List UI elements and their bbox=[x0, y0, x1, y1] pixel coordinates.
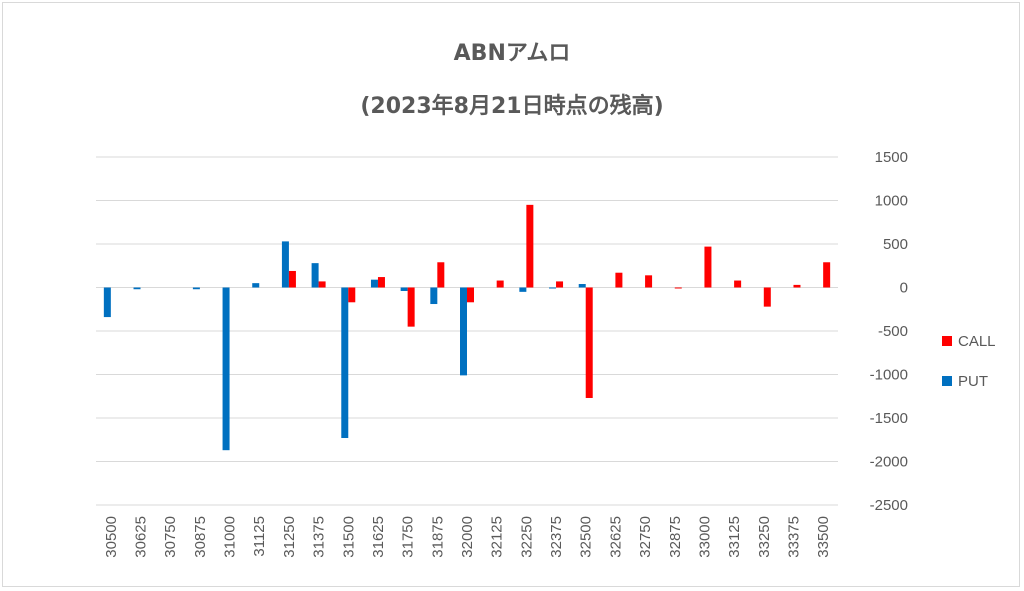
x-tick-label: 33500 bbox=[815, 516, 832, 558]
y-tick-label: -500 bbox=[878, 323, 908, 340]
bar-put-31250 bbox=[281, 241, 289, 288]
x-tick-label: 32375 bbox=[548, 516, 565, 558]
x-tick-label: 33000 bbox=[696, 516, 713, 558]
bar-put-32250 bbox=[519, 287, 527, 292]
legend: CALL PUT bbox=[942, 333, 996, 390]
x-tick-label: 31875 bbox=[429, 516, 446, 558]
bar-put-30625 bbox=[133, 287, 141, 290]
x-tick-label: 30625 bbox=[133, 516, 150, 558]
x-tick-label: 32250 bbox=[518, 516, 535, 558]
x-tick-label: 32625 bbox=[607, 516, 624, 558]
bars bbox=[103, 204, 831, 451]
bar-call-31625 bbox=[377, 277, 385, 288]
bar-call-33500 bbox=[823, 262, 831, 288]
x-tick-label: 33375 bbox=[785, 516, 802, 558]
bar-call-32000 bbox=[467, 287, 474, 303]
y-tick-label: -1500 bbox=[870, 410, 908, 427]
x-tick-label: 31000 bbox=[222, 516, 239, 558]
x-tick-label: 32125 bbox=[489, 516, 506, 558]
x-tick-label: 31625 bbox=[370, 516, 387, 558]
y-axis-ticks: -2500 -2000 -1500 -1000 -500 0 500 1000 1500 bbox=[870, 149, 908, 514]
x-tick-label: 33125 bbox=[726, 516, 743, 558]
x-tick-label: 30500 bbox=[103, 516, 120, 558]
bar-call-33000 bbox=[704, 246, 712, 288]
x-tick-label: 30750 bbox=[162, 516, 179, 558]
bar-put-32375 bbox=[549, 287, 557, 289]
x-tick-label: 31125 bbox=[251, 516, 268, 557]
bar-call-32500 bbox=[585, 287, 593, 398]
bar-call-31750 bbox=[407, 287, 415, 327]
chart-subtitle: (2023年8月21日時点の残高) bbox=[360, 93, 663, 119]
bar-call-32875 bbox=[674, 287, 682, 289]
bar-call-31375 bbox=[318, 281, 326, 288]
bar-call-31250 bbox=[288, 270, 296, 288]
x-tick-label: 32000 bbox=[459, 516, 476, 558]
legend-swatch-put bbox=[942, 376, 952, 386]
y-tick-label: 1500 bbox=[875, 149, 908, 166]
y-tick-label: -2000 bbox=[870, 454, 908, 471]
bar-call-33250 bbox=[763, 287, 771, 307]
x-tick-label: 31250 bbox=[281, 516, 298, 558]
x-tick-label: 32500 bbox=[578, 516, 595, 558]
bar-put-31500 bbox=[341, 287, 349, 439]
bar-put-30500 bbox=[103, 287, 111, 318]
legend-label-put: PUT bbox=[958, 373, 988, 390]
bar-call-33375 bbox=[793, 284, 801, 288]
bar-call-31875 bbox=[437, 262, 445, 288]
bar-call-32625 bbox=[615, 272, 623, 288]
bar-put-32500 bbox=[578, 284, 586, 288]
x-tick-label: 32750 bbox=[637, 516, 654, 558]
y-tick-label: -1000 bbox=[870, 367, 908, 384]
bar-call-32375 bbox=[556, 281, 564, 288]
x-tick-label: 31500 bbox=[340, 516, 357, 558]
x-tick-label: 32875 bbox=[667, 516, 684, 558]
x-axis-ticks: 30500 30625 30750 30875 31000 31125 31250 31375… bbox=[103, 516, 832, 558]
bar-put-30875 bbox=[192, 287, 200, 290]
bar-call-32750 bbox=[645, 275, 653, 288]
y-tick-label: 500 bbox=[883, 236, 908, 253]
y-tick-label: 1000 bbox=[875, 193, 908, 210]
bar-put-32000 bbox=[460, 287, 467, 376]
bar-put-31750 bbox=[400, 287, 408, 291]
bar-put-31125 bbox=[252, 283, 260, 288]
bar-put-31375 bbox=[311, 263, 319, 288]
x-tick-label: 33250 bbox=[756, 516, 773, 558]
bar-call-33125 bbox=[734, 280, 742, 288]
bar-call-32250 bbox=[526, 204, 534, 288]
chart-title: ABNアムロ bbox=[454, 41, 571, 66]
bar-put-31625 bbox=[370, 279, 378, 288]
x-tick-label: 31750 bbox=[400, 516, 417, 558]
y-tick-label: 0 bbox=[900, 280, 908, 297]
x-tick-label: 30875 bbox=[192, 516, 209, 558]
bar-put-31875 bbox=[430, 287, 438, 305]
legend-label-call: CALL bbox=[958, 333, 996, 350]
bar-call-31500 bbox=[348, 287, 356, 303]
x-tick-label: 31375 bbox=[311, 516, 328, 558]
bar-call-32125 bbox=[496, 280, 504, 288]
bar-put-31000 bbox=[222, 287, 230, 451]
y-tick-label: -2500 bbox=[870, 497, 908, 514]
legend-swatch-call bbox=[942, 336, 952, 346]
